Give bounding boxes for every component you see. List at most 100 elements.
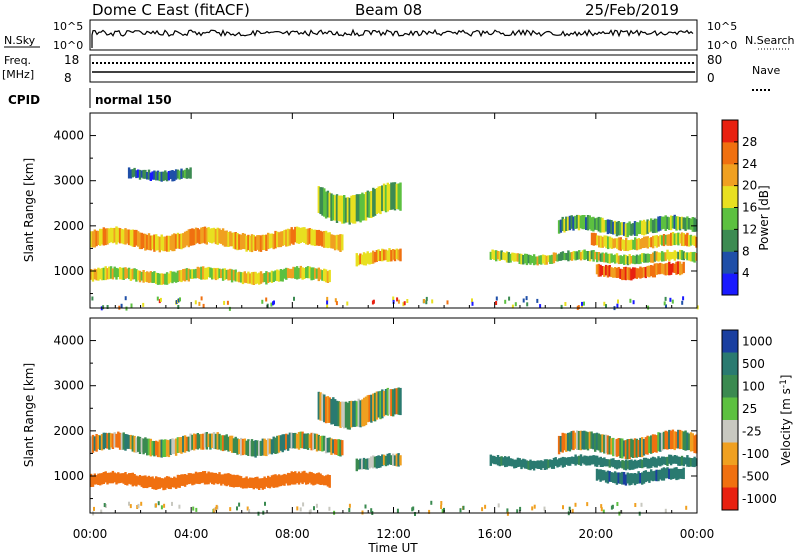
heatmap-column	[138, 270, 142, 283]
near-range-echo	[471, 301, 474, 306]
heatmap-column	[659, 216, 662, 231]
heatmap-column	[677, 216, 680, 230]
heatmap-column	[678, 429, 682, 450]
heatmap-column	[290, 227, 293, 244]
near-range-echo	[299, 507, 302, 512]
heatmap-column	[182, 269, 185, 281]
heatmap-column	[180, 474, 183, 486]
near-range-echo	[236, 506, 238, 511]
near-range-echo	[326, 300, 329, 305]
nsearch-tick-bottom: 10^0	[707, 39, 737, 52]
heatmap-column	[516, 457, 520, 467]
heatmap-column	[628, 460, 631, 471]
heatmap-column	[648, 265, 651, 278]
heatmap-column	[592, 433, 595, 450]
heatmap-column	[359, 458, 362, 470]
power-colorbar-swatch	[722, 251, 738, 274]
heatmap-column	[599, 253, 603, 262]
near-range-echo	[506, 508, 509, 513]
heatmap-column	[267, 272, 270, 283]
heatmap-column	[326, 271, 330, 283]
heatmap-column	[635, 254, 639, 264]
heatmap-column	[624, 459, 628, 471]
heatmap-column	[164, 273, 167, 285]
heatmap-column	[366, 458, 369, 470]
heatmap-column	[695, 253, 698, 261]
near-range-echo	[266, 303, 269, 308]
heatmap-column	[557, 220, 561, 234]
heatmap-column	[624, 440, 628, 459]
heatmap-column	[191, 228, 194, 246]
heatmap-column	[597, 263, 601, 277]
heatmap-column	[247, 234, 250, 251]
heatmap-column	[169, 170, 172, 179]
heatmap-column	[173, 439, 176, 454]
heatmap-column	[532, 460, 536, 471]
heatmap-column	[678, 217, 682, 231]
heatmap-column	[221, 474, 225, 484]
near-range-echo	[315, 503, 318, 508]
heatmap-column	[122, 229, 125, 245]
heatmap-column	[259, 271, 263, 284]
heatmap-column	[563, 433, 566, 451]
heatmap-column	[563, 252, 566, 261]
heatmap-column	[118, 267, 122, 280]
heatmap-column	[641, 267, 644, 278]
heatmap-column	[256, 273, 259, 284]
heatmap-column	[565, 433, 568, 452]
heatmap-column	[314, 433, 317, 449]
heatmap-column	[256, 235, 259, 250]
heatmap-column	[648, 220, 651, 233]
heatmap-column	[267, 232, 270, 250]
near-range-echo	[431, 299, 434, 304]
heatmap-column	[185, 474, 189, 485]
heatmap-column	[243, 271, 247, 283]
heatmap-column	[91, 475, 95, 487]
x-tick-label: 04:00	[174, 527, 209, 541]
heatmap-column	[265, 477, 268, 487]
heatmap-column	[393, 182, 397, 211]
velocity-colorbar-tick-label: -25	[742, 424, 762, 438]
heatmap-column	[520, 459, 523, 470]
near-range-echo	[124, 296, 127, 301]
heatmap-column	[509, 253, 512, 263]
heatmap-column	[120, 268, 124, 280]
heatmap-column	[598, 235, 601, 248]
heatmap-column	[321, 475, 324, 485]
heatmap-column	[657, 236, 660, 247]
heatmap-column	[191, 473, 194, 486]
heatmap-column	[615, 460, 619, 470]
heatmap-column	[93, 229, 97, 248]
heatmap-column	[234, 475, 237, 487]
heatmap-column	[659, 469, 662, 480]
heatmap-column	[196, 472, 200, 484]
heatmap-column	[207, 266, 210, 278]
heatmap-column	[126, 229, 129, 244]
heatmap-column	[388, 248, 391, 262]
near-range-echo	[681, 300, 684, 305]
heatmap-column	[146, 234, 149, 250]
heatmap-column	[615, 438, 619, 457]
heatmap-column	[399, 387, 402, 416]
heatmap-column	[691, 236, 695, 245]
nave-label: Nave	[752, 64, 780, 77]
heatmap-column	[384, 389, 388, 415]
heatmap-column	[651, 471, 655, 482]
near-range-echo	[632, 300, 635, 305]
heatmap-column	[498, 251, 502, 261]
heatmap-column	[126, 434, 129, 449]
heatmap-column	[155, 234, 158, 251]
heatmap-column	[185, 436, 189, 451]
near-range-echo	[302, 502, 305, 507]
freq-label: Freq.	[4, 54, 31, 67]
heatmap-column	[608, 265, 611, 277]
heatmap-column	[258, 441, 261, 456]
heatmap-column	[660, 468, 664, 481]
nsky-line	[91, 28, 694, 48]
heatmap-column	[323, 268, 326, 282]
heatmap-column	[189, 473, 192, 484]
near-range-echo	[160, 505, 163, 510]
heatmap-column	[155, 440, 158, 456]
heatmap-column	[207, 471, 210, 485]
velocity-colorbar-label-group: Velocity [m s-1]	[779, 374, 793, 465]
